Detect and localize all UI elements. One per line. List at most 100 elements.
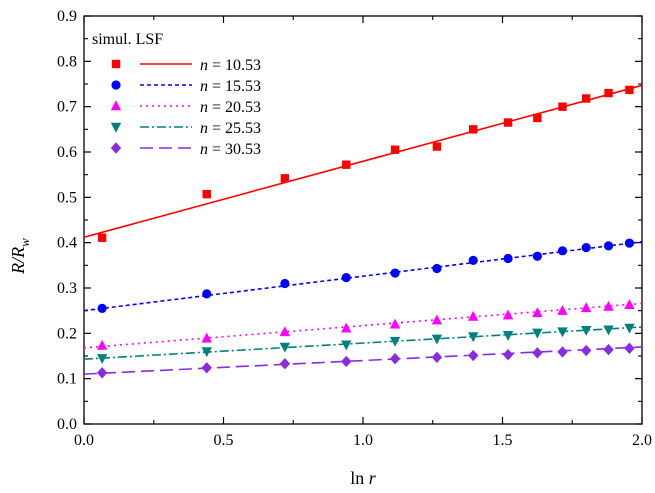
fit-line-series-5 — [83, 346, 643, 375]
plot-area: 0.0 0.5 1.0 1.5 2.0 0.0 0.1 0.2 0.3 0.4 0.5 0.6 0.7 0… — [57, 8, 652, 449]
legend: simul. LSF n = 10.53 n = 15.53 n = 20.53 n =… — [92, 31, 261, 158]
data-point-series-5 — [389, 353, 401, 365]
data-points — [96, 85, 635, 379]
legend-marker-series-2 — [111, 80, 121, 90]
legend-marker-series-5 — [110, 142, 122, 154]
y-tick-label: 0.8 — [57, 53, 77, 70]
data-point-series-3 — [468, 310, 479, 321]
data-point-series-4 — [532, 328, 543, 339]
data-point-series-2 — [557, 246, 568, 256]
data-point-series-5 — [468, 349, 479, 362]
data-point-series-1 — [533, 113, 542, 123]
data-point-series-4 — [624, 323, 635, 334]
data-point-series-3 — [201, 332, 212, 343]
legend-header: simul. LSF — [92, 31, 163, 48]
y-tick-label: 0.3 — [57, 280, 77, 297]
data-point-series-2 — [581, 243, 591, 253]
data-point-series-1 — [342, 160, 351, 169]
data-point-series-5 — [502, 348, 514, 361]
fit-line-series-1 — [83, 84, 643, 238]
y-tick-label: 0.9 — [57, 8, 77, 25]
data-point-series-5 — [431, 351, 443, 364]
legend-marker-series-1 — [111, 59, 121, 69]
data-point-series-3 — [624, 299, 635, 309]
data-point-series-2 — [390, 268, 400, 278]
legend-label-series-3: n = 20.53 — [200, 99, 261, 116]
data-point-series-5 — [279, 358, 291, 370]
fit-line-series-2 — [83, 240, 643, 312]
x-tick-label: 2.0 — [632, 432, 652, 449]
data-point-series-2 — [202, 289, 212, 299]
data-point-series-1 — [97, 233, 107, 242]
data-point-series-4 — [341, 340, 352, 351]
data-point-series-5 — [624, 342, 635, 354]
data-point-series-2 — [432, 263, 442, 274]
fit-line-series-3 — [83, 302, 643, 349]
y-tick-label: 0.2 — [57, 325, 77, 342]
data-point-series-2 — [503, 253, 513, 264]
data-point-series-4 — [502, 330, 514, 341]
data-point-series-4 — [468, 332, 479, 343]
y-tick-label: 0.4 — [57, 235, 77, 252]
data-point-series-1 — [390, 145, 400, 154]
data-point-series-1 — [503, 118, 513, 127]
data-point-series-3 — [96, 339, 108, 350]
data-point-series-1 — [558, 102, 567, 111]
data-point-series-3 — [603, 300, 614, 311]
data-point-series-4 — [581, 325, 592, 336]
legend-marker-series-3 — [110, 100, 122, 111]
data-point-series-3 — [279, 326, 291, 337]
data-point-series-1 — [582, 94, 591, 103]
data-point-series-4 — [603, 325, 614, 336]
plot-frame — [83, 15, 643, 425]
data-point-series-2 — [280, 278, 290, 289]
x-tick-label: 0.5 — [214, 432, 234, 449]
y-tick-label: 0.5 — [57, 189, 77, 206]
fit-line-series-4 — [83, 326, 643, 360]
data-point-series-4 — [431, 334, 443, 345]
data-point-series-2 — [624, 238, 635, 248]
data-point-series-3 — [431, 314, 443, 325]
y-tick-label: 0.0 — [57, 416, 77, 433]
data-point-series-3 — [502, 309, 514, 320]
data-point-series-4 — [96, 354, 108, 364]
data-point-series-3 — [532, 307, 543, 318]
data-point-series-5 — [341, 355, 352, 368]
y-tick-label: 0.6 — [57, 144, 77, 161]
data-point-series-4 — [201, 347, 212, 358]
data-point-series-2 — [341, 272, 351, 283]
data-point-series-5 — [96, 367, 108, 379]
data-point-series-3 — [581, 302, 592, 313]
data-point-series-1 — [469, 125, 478, 134]
y-tick-label: 0.7 — [57, 99, 77, 116]
legend-label-series-5: n = 30.53 — [200, 141, 261, 158]
legend-label-series-2: n = 15.53 — [200, 78, 261, 95]
data-point-series-2 — [603, 241, 614, 251]
data-point-series-2 — [532, 251, 542, 261]
data-point-series-4 — [389, 336, 401, 347]
data-point-series-1 — [604, 88, 613, 98]
data-point-series-5 — [581, 344, 592, 357]
data-point-series-2 — [468, 255, 478, 265]
x-axis-label: ln r — [350, 468, 377, 488]
data-point-series-3 — [557, 304, 568, 315]
data-point-series-5 — [557, 346, 568, 358]
y-tick-label: 0.1 — [57, 371, 77, 388]
data-point-series-3 — [389, 318, 401, 329]
x-tick-label: 1.0 — [353, 432, 373, 449]
data-point-series-5 — [532, 347, 543, 359]
data-point-series-3 — [341, 322, 352, 333]
data-point-series-1 — [432, 142, 442, 151]
data-point-series-1 — [280, 174, 290, 183]
data-point-series-4 — [279, 342, 291, 353]
legend-label-series-4: n = 25.53 — [200, 120, 261, 137]
legend-label-series-1: n = 10.53 — [200, 57, 261, 74]
data-point-series-1 — [625, 85, 634, 95]
x-tick-label: 0.0 — [74, 432, 94, 449]
data-point-series-4 — [557, 327, 568, 338]
data-point-series-5 — [603, 343, 614, 356]
x-tick-label: 1.5 — [493, 432, 513, 449]
fit-lines — [83, 84, 643, 375]
data-point-series-1 — [202, 189, 211, 199]
